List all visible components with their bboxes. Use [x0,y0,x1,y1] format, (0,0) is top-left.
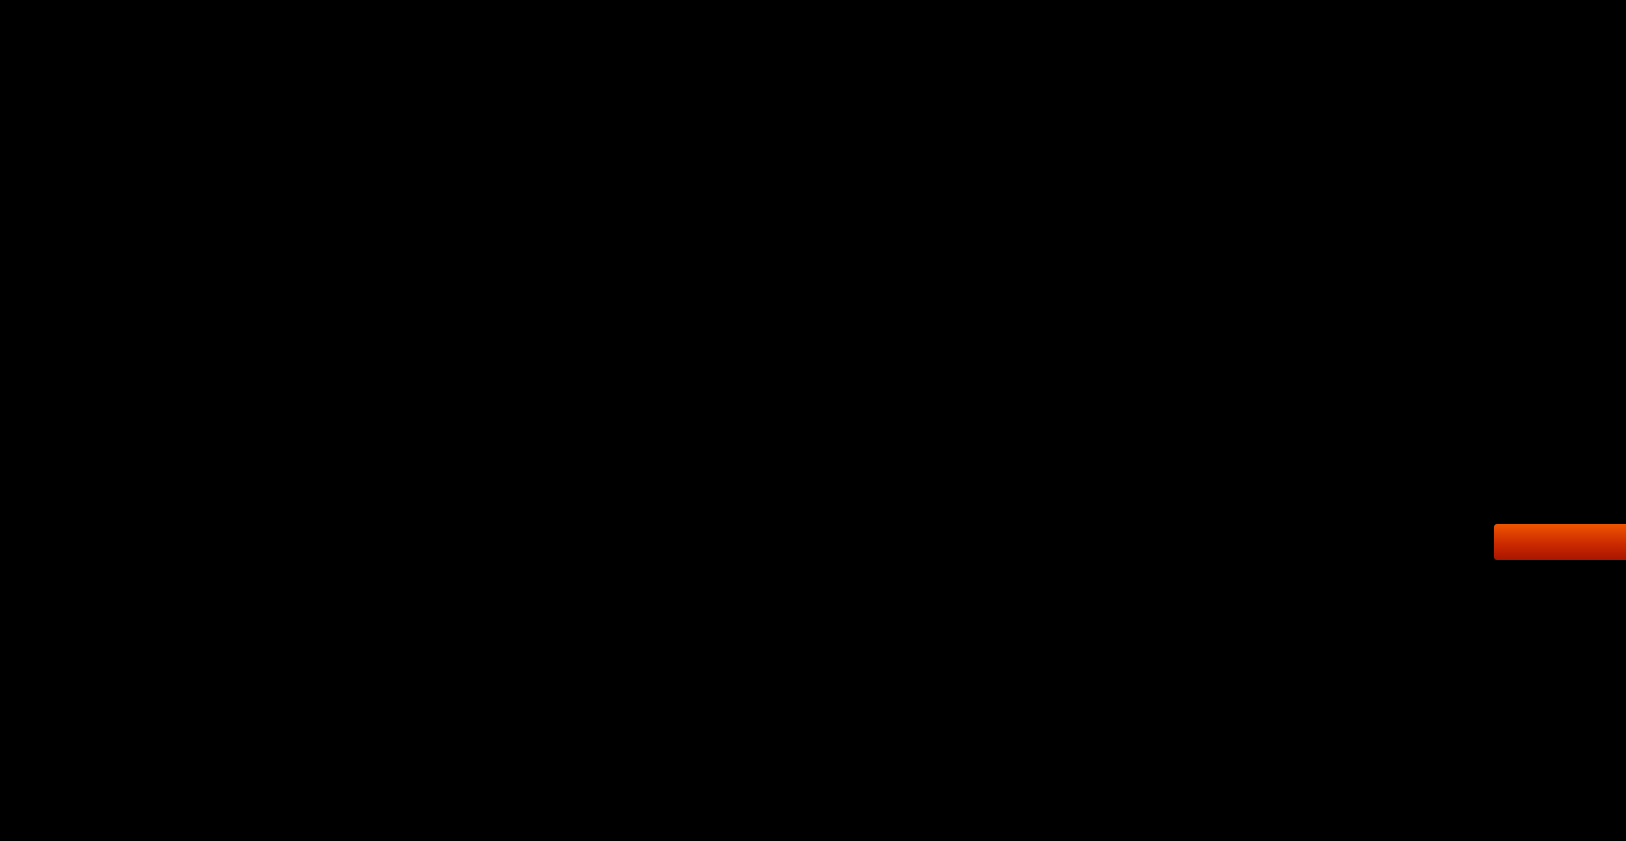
watermark-logo [1494,524,1626,560]
